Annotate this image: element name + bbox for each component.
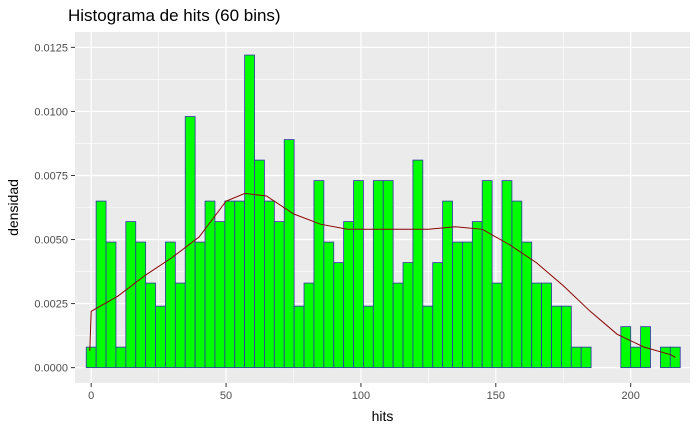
histogram-bar <box>481 180 493 369</box>
y-tick-label: 0.0050 <box>34 235 68 247</box>
y-tick-label: 0.0125 <box>34 42 68 54</box>
histogram-bar <box>174 282 186 369</box>
histogram-bar <box>491 282 503 369</box>
y-tick-label: 0.0075 <box>34 170 68 182</box>
x-tick-label: 150 <box>487 390 505 402</box>
histogram-bar <box>333 262 345 369</box>
histogram-bar <box>551 305 562 369</box>
histogram-bar <box>422 305 434 369</box>
histogram-bar <box>273 221 285 369</box>
histogram-bar <box>105 241 117 369</box>
y-axis: 0.0000 0.0025 0.0050 0.0075 0.0100 0.0125 <box>34 42 75 375</box>
histogram-bar <box>125 221 137 369</box>
histogram-bar <box>323 241 335 369</box>
histogram-bar <box>660 346 671 369</box>
histogram-bar <box>115 346 127 369</box>
histogram-bar <box>244 54 255 369</box>
histogram-bar <box>442 200 453 369</box>
x-axis: 0 50 100 150 200 <box>88 383 640 402</box>
histogram-bars <box>85 54 681 369</box>
histogram-bar <box>511 200 523 369</box>
y-tick-label: 0.0000 <box>34 363 68 375</box>
histogram-bar <box>155 305 166 369</box>
y-tick-label: 0.0025 <box>34 299 68 311</box>
histogram-bar <box>95 200 107 369</box>
histogram-bar <box>580 346 592 369</box>
chart-title: Histograma de hits (60 bins) <box>68 6 281 25</box>
histogram-bar <box>372 180 384 369</box>
histogram-bar <box>432 262 444 369</box>
histogram-bar <box>343 221 354 369</box>
histogram-bar <box>184 116 196 369</box>
histogram-bar <box>224 200 236 369</box>
x-tick-label: 100 <box>352 390 370 402</box>
histogram-bar <box>214 221 226 369</box>
histogram-bar <box>382 180 394 369</box>
density-curve <box>89 192 676 358</box>
histogram-bar <box>521 241 533 369</box>
histogram-bar <box>363 305 374 369</box>
histogram-bar <box>392 282 404 369</box>
histogram-bar <box>561 305 572 369</box>
histogram-bar <box>402 262 414 369</box>
histogram-bar <box>204 200 216 369</box>
histogram-bar <box>452 241 463 369</box>
y-tick-label: 0.0100 <box>34 106 68 118</box>
histogram-bar <box>462 241 473 369</box>
histogram-bar <box>135 241 147 369</box>
histogram-bar <box>412 159 424 369</box>
histogram-bar <box>471 221 483 369</box>
x-tick-label: 0 <box>88 390 94 402</box>
y-axis-title: densidad <box>5 179 21 236</box>
histogram-bar <box>194 241 206 369</box>
histogram-bar <box>234 200 246 369</box>
x-tick-label: 200 <box>621 390 639 402</box>
histogram-bar <box>669 346 681 369</box>
histogram-bar <box>630 346 642 369</box>
histogram-bar <box>541 282 552 369</box>
x-axis-title: hits <box>372 408 394 424</box>
histogram-bar <box>85 346 97 369</box>
histogram-bar <box>570 346 582 369</box>
histogram-bar <box>283 139 295 369</box>
histogram-bar <box>303 282 315 369</box>
x-tick-label: 50 <box>220 390 232 402</box>
histogram-bar <box>254 159 265 369</box>
histogram-bar <box>264 200 275 369</box>
histogram-bar <box>620 326 632 369</box>
histogram-bar <box>293 305 305 369</box>
histogram-bar <box>145 282 156 369</box>
histogram-bar <box>531 282 543 369</box>
histogram-bar <box>501 180 513 369</box>
histogram-bar <box>313 180 325 369</box>
histogram-bar <box>353 180 364 369</box>
